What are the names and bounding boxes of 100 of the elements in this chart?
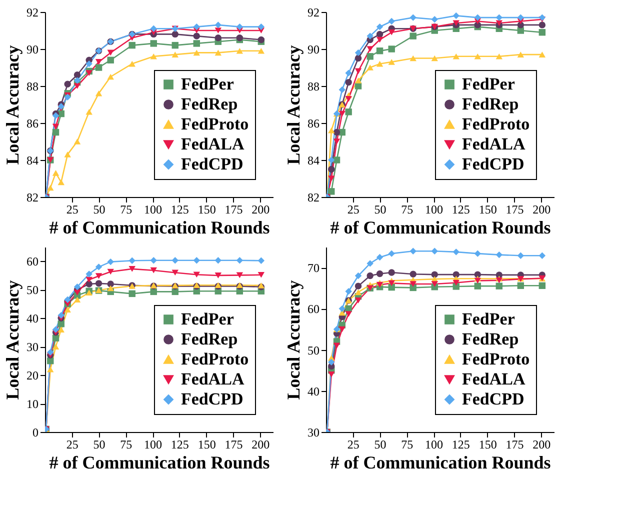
y-tick-label: 30 [308,426,320,440]
legend-label: FedPer [462,310,516,328]
point [388,29,395,36]
point [52,124,60,130]
y-tick-label: 90 [308,42,320,56]
legend-label: FedALA [462,370,526,388]
point [452,12,460,20]
point [538,52,546,58]
point [410,55,416,62]
y-tick-label: 40 [308,384,320,398]
point [410,281,416,287]
point [52,170,60,176]
point [388,46,395,52]
point [431,16,438,23]
point [431,248,438,254]
x-tick-label: 75 [120,202,132,216]
y-tick-label: 90 [26,42,38,56]
legend-label: FedProto [462,114,530,134]
x-tick-label: 100 [425,438,444,452]
point [107,285,114,292]
point [47,366,54,372]
point [345,96,352,102]
x-tick-label: 150 [478,202,497,216]
point [496,282,503,290]
point [52,344,60,350]
x-tick-label: 125 [452,438,470,452]
point [172,42,178,49]
x-tick-label: 150 [198,438,216,452]
point [172,270,178,276]
x-tick-label: 25 [66,438,78,452]
legend-label: FedALA [181,370,245,388]
legend-label: FedPer [181,310,234,328]
legend-label: FedALA [462,134,526,154]
point [338,326,346,332]
point [258,48,265,54]
x-tick-label: 150 [198,202,216,216]
point [58,179,64,186]
point [431,271,438,278]
point [150,25,157,32]
point [52,128,60,136]
legend-label: FedRep [462,94,519,114]
y-tick-label: 30 [26,340,38,354]
y-axis-title: Local Accuracy [2,280,22,400]
point [474,53,481,60]
point [328,166,335,173]
point [86,108,92,115]
point [496,53,503,60]
y-tick-label: 60 [26,254,38,269]
point [86,270,92,278]
point [128,266,136,272]
legend-label: FedRep [462,330,519,348]
point [338,305,346,312]
point [107,50,114,56]
point [258,257,265,264]
y-tick-label: 60 [308,302,320,316]
x-tick-label: 100 [425,202,444,216]
point [74,290,81,296]
point [150,53,157,60]
y-tick-label: 92 [308,6,320,20]
x-tick-label: 200 [532,202,551,216]
y-tick-label: 86 [308,116,320,130]
point [214,34,222,42]
legend-label: FedPer [181,74,234,94]
x-tick-label: 175 [224,202,243,216]
point [366,64,374,70]
point [338,86,346,94]
x-tick-label: 200 [252,202,270,216]
point [474,250,481,257]
x-tick-label: 75 [401,438,414,452]
point [150,40,157,47]
y-tick-label: 92 [26,6,38,20]
point [128,257,136,264]
point [236,48,244,54]
point [452,283,460,290]
point [74,138,81,144]
point [193,32,200,40]
point [474,14,481,21]
point [333,128,340,136]
legend-label: FedALA [181,134,245,154]
y-tick-label: 50 [26,283,38,298]
point [517,52,524,58]
legend-label: FedRep [181,94,238,114]
point [107,56,114,64]
legend-label: FedCPD [181,390,244,408]
point [376,47,384,54]
point [431,281,438,287]
legend-label: FedCPD [462,390,524,408]
point [95,90,102,96]
point [354,49,362,56]
x-tick-label: 75 [120,438,132,452]
point [86,280,92,288]
point [150,257,157,264]
point [258,272,265,278]
point [410,270,416,278]
point [388,284,395,291]
x-tick-label: 175 [506,202,524,216]
point [328,127,335,134]
point [328,372,335,378]
point [538,252,546,259]
point [47,348,54,356]
